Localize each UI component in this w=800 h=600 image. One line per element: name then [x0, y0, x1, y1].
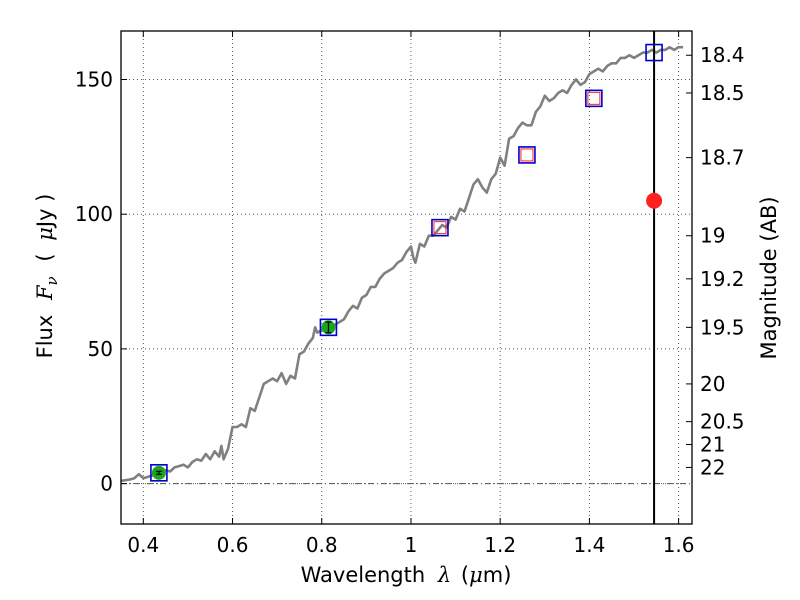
axis-ticks: 0.4 0.6 0.8 1 1.2 1.4 1.6 0 50 100 150 18.4 18.5 18.7…	[75, 31, 745, 557]
blue-model-box-2	[319, 318, 338, 337]
spectrum-line	[120, 45, 684, 483]
magnitude-tick-label: 20.5	[700, 410, 745, 434]
magnitude-tick-label: 18.7	[700, 146, 745, 170]
magnitude-tick-label: 22	[700, 455, 725, 479]
magnitude-tick-label: 20	[700, 372, 725, 396]
grid-lines	[121, 31, 692, 524]
x-tick-label: 1.6	[663, 533, 695, 557]
blue-model-box-5	[585, 89, 603, 108]
y-tick-label: 100	[75, 202, 113, 226]
red-obs-point	[646, 192, 663, 209]
magnitude-tick-label: 21	[700, 433, 725, 457]
red-obs-box-1	[433, 221, 447, 235]
x-tick-label: 1.2	[484, 533, 516, 557]
blue-model-box-3	[431, 218, 449, 237]
x-tick-label: 0.4	[127, 533, 159, 557]
y-tick-label: 50	[88, 337, 113, 361]
x-tick-label: 0.6	[217, 533, 249, 557]
red-obs-box-2	[520, 148, 534, 162]
magnitude-tick-label: 19.2	[700, 267, 745, 291]
plot-frame	[120, 30, 693, 525]
x-tick-label: 1	[405, 533, 418, 557]
blue-model-box-6	[645, 43, 663, 62]
x-axis-label: Wavelength λ (μm)	[301, 563, 512, 587]
right-axis-label: Magnitude (AB)	[757, 196, 781, 359]
magnitude-tick-label: 19	[700, 224, 725, 248]
magnitude-tick-label: 19.5	[700, 315, 745, 339]
y-tick-label: 0	[100, 472, 113, 496]
blue-model-box-4	[518, 146, 536, 164]
y-tick-label: 150	[75, 67, 113, 91]
blue-model-box-1	[150, 464, 168, 482]
magnitude-tick-label: 18.5	[700, 81, 745, 105]
spectrum-series	[120, 45, 684, 483]
y-axis-label: Flux Fν ( μJy )	[33, 194, 62, 359]
photometry-markers	[150, 43, 663, 482]
magnitude-tick-label: 18.4	[700, 43, 745, 67]
x-tick-label: 1.4	[573, 533, 605, 557]
x-tick-label: 0.8	[306, 533, 338, 557]
red-obs-box-3	[587, 91, 601, 105]
